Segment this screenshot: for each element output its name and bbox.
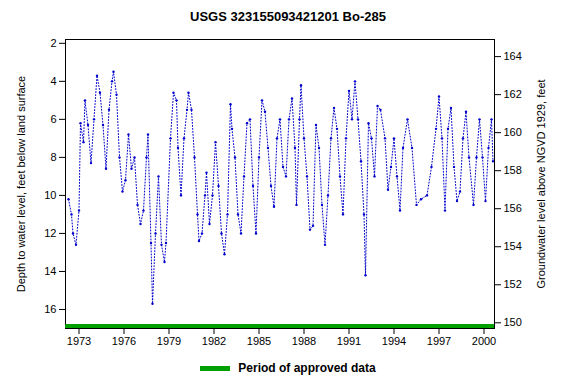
svg-text:4: 4 — [50, 75, 56, 87]
html-text:USGS 323155093421201 Bo-285: USGS 323155093421201 Bo-285 — [190, 9, 386, 24]
svg-text:1988: 1988 — [292, 335, 316, 347]
svg-text:160: 160 — [504, 126, 522, 138]
svg-text:1991: 1991 — [337, 335, 361, 347]
svg-text:162: 162 — [504, 88, 522, 100]
svg-text:158: 158 — [504, 164, 522, 176]
svg-text:156: 156 — [504, 202, 522, 214]
svg-text:2000: 2000 — [472, 335, 496, 347]
svg-text:12: 12 — [44, 227, 56, 239]
svg-text:1982: 1982 — [202, 335, 226, 347]
svg-text:6: 6 — [50, 113, 56, 125]
html-text:Period of approved data: Period of approved data — [238, 361, 376, 375]
svg-text:154: 154 — [504, 240, 522, 252]
svg-text:1973: 1973 — [67, 335, 91, 347]
svg-text:16: 16 — [44, 303, 56, 315]
svg-text:2: 2 — [50, 37, 56, 49]
svg-text:152: 152 — [504, 278, 522, 290]
svg-text:14: 14 — [44, 265, 56, 277]
svg-text:8: 8 — [50, 151, 56, 163]
svg-text:1976: 1976 — [112, 335, 136, 347]
svg-text:Groundwater level above NGVD 1: Groundwater level above NGVD 1929, feet — [535, 79, 547, 288]
svg-text:1979: 1979 — [157, 335, 181, 347]
svg-text:1997: 1997 — [427, 335, 451, 347]
svg-text:1994: 1994 — [382, 335, 406, 347]
svg-text:10: 10 — [44, 189, 56, 201]
svg-text:150: 150 — [504, 316, 522, 328]
svg-text:1985: 1985 — [247, 335, 271, 347]
svg-text:164: 164 — [504, 50, 522, 62]
svg-text:Depth to water level, feet bel: Depth to water level, feet below land su… — [15, 76, 27, 292]
